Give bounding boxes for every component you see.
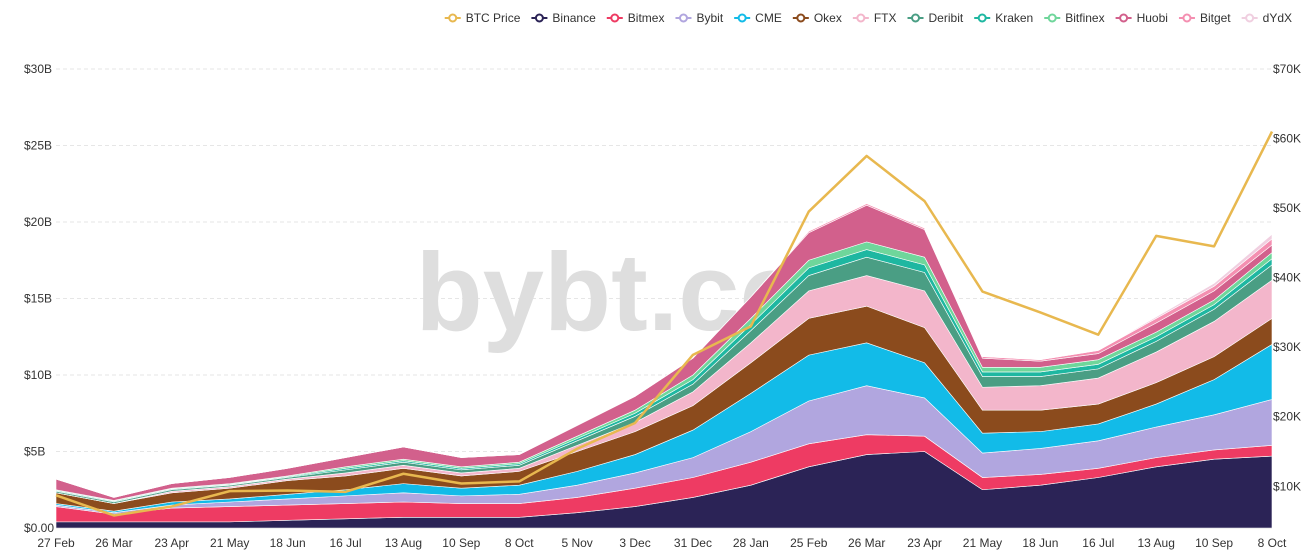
x-tick-label: 18 Jun [1022, 536, 1058, 550]
legend-item: BTC Price [444, 11, 521, 25]
x-tick-label: 3 Dec [619, 536, 650, 550]
x-tick-label: 13 Aug [1138, 536, 1175, 550]
y-right-tick-label: $10K [1273, 479, 1301, 493]
x-tick-label: 21 May [963, 536, 1002, 550]
x-tick-label: 16 Jul [330, 536, 362, 550]
y-right-tick-label: $20K [1273, 410, 1301, 424]
legend-marker-dot [1119, 13, 1129, 23]
legend-label: Deribit [929, 11, 964, 25]
legend-label: Huobi [1137, 11, 1168, 25]
legend-item: Okex [792, 11, 842, 25]
legend-item: Huobi [1115, 11, 1168, 25]
x-tick-label: 8 Oct [1258, 536, 1287, 550]
legend-label: BTC Price [466, 11, 521, 25]
x-tick-label: 23 Apr [907, 536, 942, 550]
legend-item: FTX [852, 11, 897, 25]
axes: $0.00 $5B $10B $15B $20B $25B $30B $10K $20K $30K… [24, 62, 1301, 550]
y-left-tick-label: $10B [24, 368, 52, 382]
x-tick-label: 18 Jun [270, 536, 306, 550]
legend-label: Bybit [696, 11, 723, 25]
legend-label: CME [755, 11, 782, 25]
y-left-tick-label: $25B [24, 139, 52, 153]
y-right-tick-label: $30K [1273, 340, 1301, 354]
x-tick-label: 26 Mar [95, 536, 132, 550]
btc-price-line [55, 131, 1274, 517]
x-tick-label: 28 Jan [733, 536, 769, 550]
legend-marker-dot [1245, 13, 1255, 23]
y-right-tick-label: $50K [1273, 201, 1301, 215]
area-dydx [55, 203, 1273, 498]
stacked-areas [55, 203, 1273, 529]
legend-marker-dot [737, 13, 747, 23]
legend-item: Bitmex [606, 11, 665, 25]
y-left-tick-label: $20B [24, 215, 52, 229]
legend-item: Deribit [907, 11, 964, 25]
legend-marker-dot [911, 13, 921, 23]
legend-label: Binance [552, 11, 596, 25]
y-right-tick-label: $60K [1273, 132, 1301, 146]
legend-label: Kraken [995, 11, 1033, 25]
legend-label: dYdX [1263, 11, 1292, 25]
legend-item: Bitget [1178, 11, 1231, 25]
legend-marker-dot [977, 13, 987, 23]
x-tick-label: 23 Apr [154, 536, 189, 550]
x-tick-label: 26 Mar [848, 536, 885, 550]
legend-marker-dot [610, 13, 620, 23]
y-left-tick-label: $15B [24, 292, 52, 306]
legend-marker-dot [796, 13, 806, 23]
x-tick-label: 31 Dec [674, 536, 712, 550]
y-left-tick-label: $5B [24, 445, 45, 459]
y-left-tick-label: $0.00 [24, 521, 54, 535]
y-left-tick-label: $30B [24, 62, 52, 76]
x-tick-label: 10 Sep [1195, 536, 1233, 550]
legend-item: CME [734, 11, 782, 25]
legend-item: Binance [531, 11, 596, 25]
legend-item: Bitfinex [1044, 11, 1105, 25]
legend-marker-dot [534, 13, 544, 23]
y-right-tick-label: $70K [1273, 62, 1301, 76]
legend-marker-dot [856, 13, 866, 23]
legend-label: Bitmex [628, 11, 665, 25]
y-right-tick-label: $40K [1273, 271, 1301, 285]
legend-label: Okex [814, 11, 842, 25]
x-tick-label: 8 Oct [505, 536, 534, 550]
legend-marker-dot [678, 13, 688, 23]
legend-label: Bitfinex [1065, 11, 1104, 25]
legend-marker-dot [1047, 13, 1057, 23]
x-tick-label: 5 Nov [561, 536, 592, 550]
x-tick-label: 27 Feb [37, 536, 75, 550]
legend-label: Bitget [1200, 11, 1231, 25]
legend-marker-dot [448, 13, 458, 23]
legend-item: Bybit [675, 11, 724, 25]
legend: BTC Price Binance Bitmex Bybit CME Okex FTX Der… [444, 11, 1292, 25]
legend-label: FTX [874, 11, 897, 25]
x-tick-label: 21 May [210, 536, 249, 550]
x-tick-label: 25 Feb [790, 536, 828, 550]
legend-marker-dot [1182, 13, 1192, 23]
x-tick-label: 10 Sep [442, 536, 480, 550]
x-tick-label: 16 Jul [1082, 536, 1114, 550]
btc-price-line-group [55, 131, 1274, 517]
legend-item: dYdX [1241, 11, 1292, 25]
legend-item: Kraken [974, 11, 1033, 25]
x-tick-label: 13 Aug [385, 536, 422, 550]
